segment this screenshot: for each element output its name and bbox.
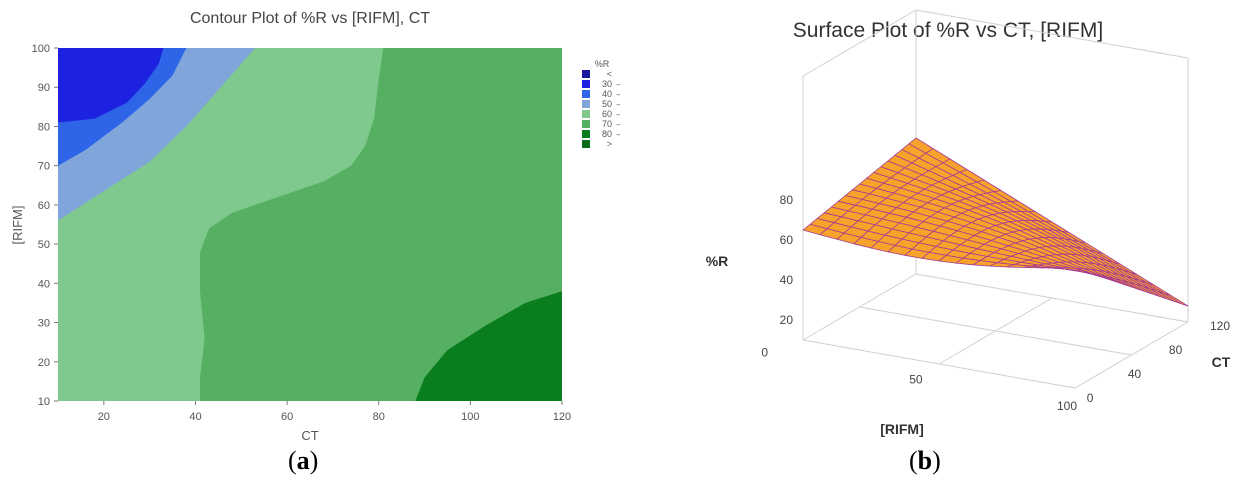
surface-mesh	[802, 137, 1189, 307]
contour-x-tick-label: 80	[373, 411, 385, 423]
contour-y-tick-label: 80	[38, 121, 50, 133]
contour-y-tick-label: 20	[38, 357, 50, 369]
contour-x-tick-label: 120	[553, 411, 571, 423]
contour-region-80-90	[415, 291, 562, 401]
legend-low: 80	[602, 129, 612, 139]
surface-x-tick-label: 0	[761, 346, 768, 360]
contour-y-axis-label: [RIFM]	[10, 206, 25, 245]
contour-plot: Contour Plot of %R vs [RIFM], CT 20 40 60 8…	[10, 10, 620, 443]
contour-x-tick-label: 20	[98, 411, 110, 423]
surface-plot: Surface Plot of %R vs CT, [RIFM] 20 40 60 8…	[706, 9, 1231, 437]
caption-a: (a)	[288, 446, 319, 475]
contour-y-tick-label: 50	[38, 239, 50, 251]
contour-legend: %R <3030–4040–5050–6060–7070–8080–90>90	[582, 59, 620, 149]
surface-z-tick-label: 80	[780, 193, 794, 207]
contour-regions	[58, 48, 562, 401]
legend-low: 60	[602, 109, 612, 119]
surface-y-tick-label: 40	[1128, 367, 1142, 381]
contour-x-tick-label: 40	[189, 411, 201, 423]
legend-swatch	[582, 70, 590, 78]
legend-low: <	[607, 69, 612, 79]
surface-y-tick-label: 0	[1087, 391, 1094, 405]
floor-gridline	[938, 297, 1053, 365]
legend-dash: –	[616, 89, 620, 99]
surface-y-axis-label: CT	[1212, 354, 1231, 370]
contour-y-tick-label: 90	[38, 82, 50, 94]
legend-low: 70	[602, 119, 612, 129]
legend-dash: –	[616, 129, 620, 139]
legend-low: 30	[602, 79, 612, 89]
contour-y-tick-label: 100	[32, 43, 50, 55]
surface-z-tick-label: 20	[780, 313, 794, 327]
surface-z-tick-label: 60	[780, 233, 794, 247]
surface-z-axis-label: %R	[706, 253, 729, 269]
contour-x-tick-label: 100	[461, 411, 479, 423]
legend-swatch	[582, 80, 590, 88]
contour-y-tick-label: 30	[38, 318, 50, 330]
legend-low: >	[607, 139, 612, 149]
legend-swatch	[582, 90, 590, 98]
legend-low: 40	[602, 89, 612, 99]
surface-axes: 20 40 60 80 0 50 100 0 40 80 120	[761, 193, 1230, 413]
legend-swatch	[582, 130, 590, 138]
legend-title: %R	[595, 59, 610, 69]
legend-swatch	[582, 120, 590, 128]
legend-dash: –	[616, 109, 620, 119]
legend-dash: –	[616, 79, 620, 89]
contour-y-tick-label: 40	[38, 278, 50, 290]
surface-title: Surface Plot of %R vs CT, [RIFM]	[793, 19, 1103, 42]
box-edge	[915, 9, 1189, 59]
legend-swatch	[582, 100, 590, 108]
contour-y-tick-label: 10	[38, 396, 50, 408]
contour-axes: 20 40 60 80 100 120 10 20 30 40 50 60 70 80 90 100	[32, 43, 572, 423]
surface-x-tick-label: 100	[1057, 399, 1077, 413]
surface-y-tick-label: 120	[1210, 319, 1230, 333]
contour-x-tick-label: 60	[281, 411, 293, 423]
surface-z-tick-label: 40	[780, 273, 794, 287]
caption-b: (b)	[909, 446, 941, 475]
contour-y-tick-label: 70	[38, 161, 50, 173]
contour-region-70-80	[200, 48, 562, 401]
legend-low: 50	[602, 99, 612, 109]
legend-swatch	[582, 110, 590, 118]
legend-dash: –	[616, 99, 620, 109]
surface-y-tick-label: 80	[1169, 343, 1183, 357]
contour-y-tick-label: 60	[38, 200, 50, 212]
legend-dash: –	[616, 119, 620, 129]
contour-x-axis-label: CT	[301, 428, 318, 443]
contour-title: Contour Plot of %R vs [RIFM], CT	[190, 10, 430, 27]
surface-x-axis-label: [RIFM]	[880, 421, 924, 437]
contour-region-30-40	[58, 48, 164, 123]
surface-bounding-box	[802, 9, 1189, 389]
surface-cell	[1057, 267, 1083, 271]
box-edge	[802, 9, 917, 77]
legend-swatch	[582, 140, 590, 148]
surface-x-tick-label: 50	[909, 372, 923, 386]
